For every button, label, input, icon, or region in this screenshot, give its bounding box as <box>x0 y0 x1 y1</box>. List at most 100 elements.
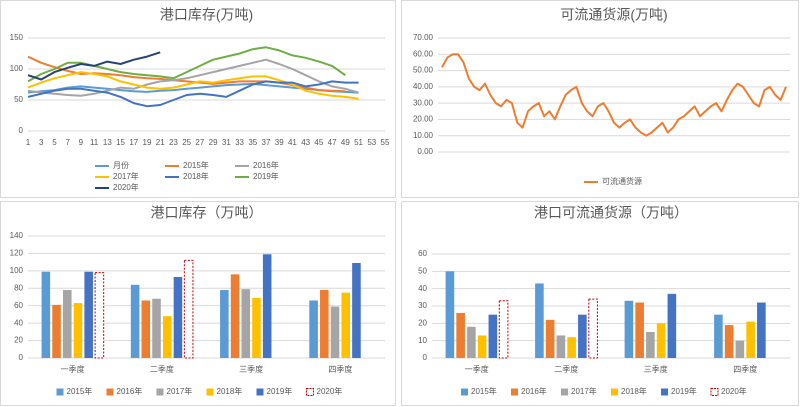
series-line <box>27 51 161 81</box>
bar <box>73 303 83 358</box>
x-tick-label: 9 <box>79 138 84 147</box>
bar <box>656 323 666 358</box>
y-tick-label: 0 <box>423 353 428 362</box>
bar <box>735 340 745 358</box>
chart-title: 港口库存（万吨） <box>151 205 263 221</box>
y-tick-label: 60 <box>418 249 427 258</box>
x-tick-label: 二季度 <box>150 364 174 374</box>
x-tick-label: 一季度 <box>61 364 85 374</box>
legend-label: 2019年 <box>671 386 697 396</box>
x-tick-label: 11 <box>90 138 99 147</box>
bar <box>498 300 509 359</box>
bar <box>535 283 544 358</box>
chart-title: 港口库存(万吨) <box>160 7 253 23</box>
legend-swatch <box>256 388 264 396</box>
x-tick-label: 31 <box>222 138 231 147</box>
y-tick-label: 50.00 <box>413 66 434 75</box>
x-tick-label: 37 <box>262 138 271 147</box>
legend-label: 2015年 <box>471 386 497 396</box>
x-tick-label: 19 <box>143 138 152 147</box>
legend-label: 2018年 <box>217 386 243 396</box>
bar <box>220 290 229 358</box>
x-tick-label: 21 <box>156 138 165 147</box>
series-line <box>27 80 359 108</box>
x-tick-label: 41 <box>288 138 297 147</box>
y-tick-label: 30.00 <box>413 98 434 107</box>
panel <box>0 0 396 198</box>
chart-title: 可流通货源(万吨) <box>560 7 667 23</box>
bar <box>746 321 755 358</box>
legend-label: 2019年 <box>253 171 279 181</box>
x-tick-label: 7 <box>65 138 70 147</box>
bar <box>62 290 72 358</box>
bar <box>667 293 677 358</box>
bar <box>477 335 487 358</box>
bar <box>152 298 161 358</box>
y-tick-label: 120 <box>10 249 24 258</box>
chart: 港口库存（万吨） 0 20 40 60 80 100 120 140 一季度 二季度 三季度 四季度 20… <box>10 205 385 396</box>
bar <box>757 302 766 358</box>
legend-swatch <box>611 388 618 396</box>
legend-swatch <box>511 388 518 396</box>
x-tick-label: 四季度 <box>328 364 352 374</box>
x-tick-label: 53 <box>367 138 376 147</box>
legend-swatch <box>661 388 668 396</box>
y-tick-label: 0.00 <box>417 147 433 156</box>
chart: 港口可流通货源（万吨） 0 10 20 30 40 50 60 一季度 二季度 三季度 四季度 2015… <box>418 205 790 396</box>
bar <box>52 304 61 358</box>
bar <box>130 284 140 358</box>
y-tick-label: 70.00 <box>413 33 434 42</box>
x-tick-label: 二季度 <box>554 364 578 374</box>
legend-label: 2015年 <box>67 386 93 396</box>
y-tick-label: 40 <box>14 318 23 327</box>
x-tick-label: 43 <box>301 138 310 147</box>
y-tick-label: 30 <box>418 301 427 310</box>
legend-label: 2018年 <box>621 386 647 396</box>
bar <box>545 319 555 358</box>
y-tick-label: 20.00 <box>413 115 434 124</box>
x-tick-label: 3 <box>39 138 44 147</box>
legend-swatch <box>106 388 114 396</box>
y-tick-label: 10 <box>418 336 427 345</box>
x-tick-label: 25 <box>182 138 191 147</box>
legend-label: 2017年 <box>571 386 597 396</box>
y-tick-label: 40 <box>418 284 427 293</box>
bar <box>714 314 723 358</box>
y-tick-label: 100 <box>10 266 24 275</box>
x-tick-label: 49 <box>341 138 350 147</box>
bar <box>635 302 644 358</box>
y-tick-label: 10.00 <box>413 131 434 140</box>
x-tick-label: 51 <box>354 138 363 147</box>
x-tick-label: 45 <box>314 138 323 147</box>
x-tick-label: 一季度 <box>465 364 489 374</box>
bar <box>330 306 340 358</box>
x-tick-label: 55 <box>381 138 390 147</box>
bar <box>556 335 566 358</box>
bar <box>320 290 329 358</box>
y-tick-label: 100 <box>10 64 24 73</box>
bar <box>352 263 361 358</box>
bar <box>183 259 194 359</box>
legend-swatch <box>461 388 468 396</box>
y-tick-label: 140 <box>10 231 24 240</box>
bar <box>445 271 455 358</box>
bar <box>624 300 634 358</box>
y-tick-label: 0 <box>19 353 24 362</box>
bar <box>173 276 183 358</box>
x-tick-label: 17 <box>129 138 138 147</box>
bar <box>724 325 734 358</box>
y-tick-label: 80 <box>14 283 23 292</box>
chart-title: 港口可流通货源（万吨） <box>534 205 688 221</box>
bar <box>309 300 318 358</box>
y-tick-label: 60.00 <box>413 49 434 58</box>
bar <box>567 337 576 358</box>
legend-label: 2018年 <box>183 171 209 181</box>
x-tick-label: 15 <box>116 138 125 147</box>
bar <box>588 298 598 359</box>
panel <box>401 0 799 198</box>
x-tick-label: 1 <box>26 138 31 147</box>
bar <box>578 314 587 358</box>
x-tick-label: 四季度 <box>733 364 757 374</box>
bar <box>262 254 272 358</box>
y-tick-label: 0 <box>19 126 24 135</box>
